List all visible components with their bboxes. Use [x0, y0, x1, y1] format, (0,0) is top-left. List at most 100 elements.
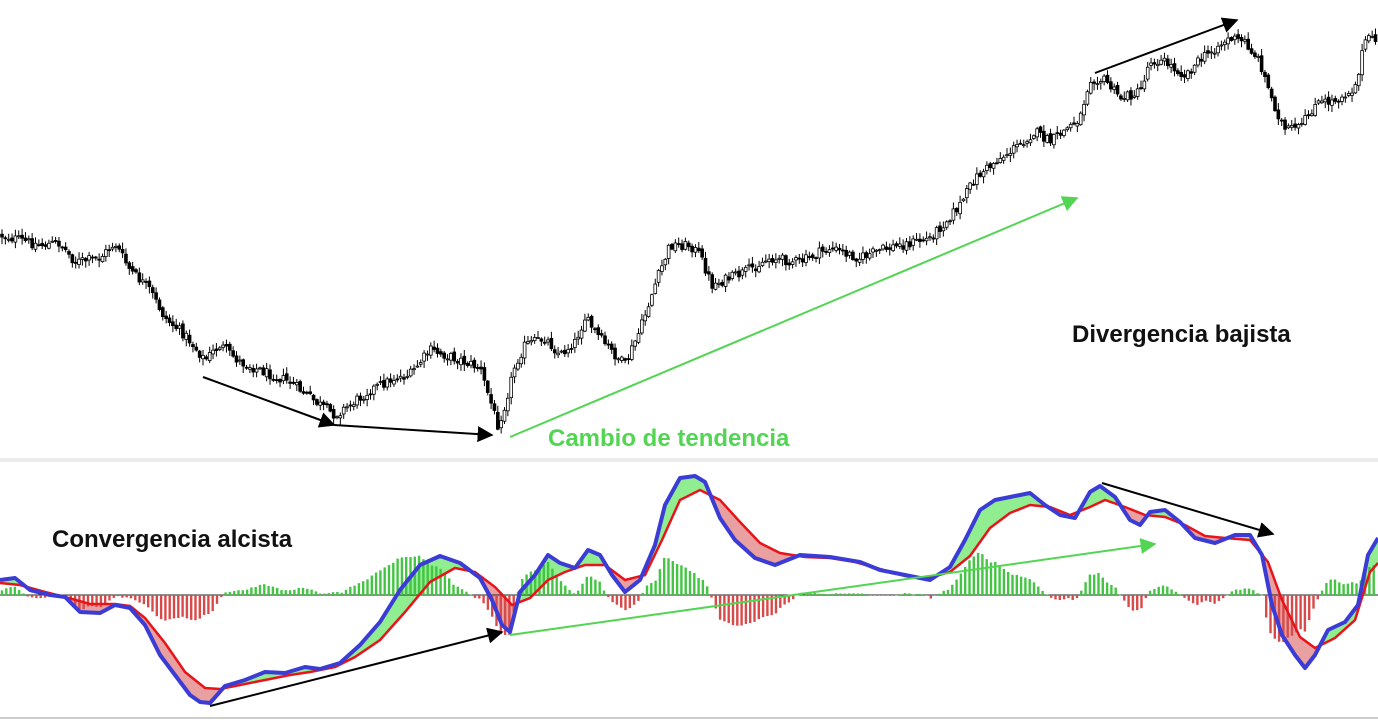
histogram-bar-negative [890, 595, 894, 596]
candle-body [288, 381, 292, 384]
histogram-bar-positive [1363, 569, 1367, 595]
histogram-bar-negative [1062, 595, 1066, 600]
candle-body [147, 280, 152, 288]
candle-body [254, 368, 259, 373]
bullish-fill [937, 493, 1048, 576]
candle-body [177, 325, 182, 329]
candle-body [841, 249, 845, 252]
candle-body [800, 258, 805, 263]
histogram-bar-positive [1320, 590, 1324, 595]
histogram-bar-positive [439, 568, 442, 595]
histogram-bar-positive [1351, 582, 1354, 595]
histogram-bar-negative [142, 595, 146, 605]
candle-body [646, 306, 651, 318]
histogram-bar-negative [91, 595, 94, 607]
candle-body [264, 368, 269, 378]
candle-body [428, 345, 433, 356]
candle-body [626, 358, 631, 360]
histogram-bar-negative [164, 595, 167, 621]
histogram-bar-positive [589, 576, 593, 595]
candle-body [780, 254, 785, 260]
candle-body [442, 352, 446, 359]
histogram-bar-negative [1209, 595, 1212, 602]
histogram-bar-negative [35, 595, 38, 599]
candle-body [1115, 84, 1120, 95]
candle-body [495, 411, 500, 430]
candle-body [700, 248, 704, 258]
histogram-bar-negative [1054, 595, 1057, 600]
histogram-bar-negative [869, 595, 872, 596]
candle-body [1233, 35, 1237, 41]
candle-body [207, 352, 212, 361]
histogram-bar-positive [1243, 588, 1246, 595]
candle-body [73, 261, 78, 264]
candle-body [908, 241, 912, 248]
candle-body [770, 258, 775, 263]
histogram-bar-negative [1067, 595, 1070, 599]
histogram-bar-positive [1114, 587, 1117, 595]
histogram-bar-negative [482, 595, 485, 604]
trend-change-label: Cambio de tendencia [548, 425, 790, 452]
candle-body [181, 323, 185, 339]
candle-body [965, 188, 969, 199]
candle-body [40, 243, 44, 247]
histogram-bar-positive [310, 589, 313, 595]
histogram-bar-positive [460, 589, 464, 595]
histogram-bar-positive [250, 587, 253, 595]
candle-body [328, 404, 333, 412]
candle-body [67, 251, 71, 255]
candle-body [184, 332, 189, 340]
candle-body [834, 246, 838, 251]
histogram-bar-negative [185, 595, 189, 619]
bullish-fill [1148, 510, 1182, 525]
candle-body [713, 282, 718, 290]
candle-body [911, 238, 915, 246]
candle-body [914, 238, 919, 241]
candle-body [53, 240, 58, 242]
candle-body [894, 243, 899, 247]
candle-body [30, 238, 34, 249]
candle-body [971, 183, 976, 186]
histogram-bar-negative [26, 595, 29, 597]
histogram-bar-positive [899, 594, 902, 595]
candle-body [1048, 133, 1053, 144]
candle-body [810, 254, 815, 259]
candle-body [43, 244, 48, 247]
histogram-bar-positive [297, 587, 300, 595]
candle-body [794, 257, 798, 261]
histogram-bar-negative [1265, 595, 1268, 618]
histogram-bar-positive [1372, 565, 1375, 595]
macd-line [0, 474, 1378, 705]
histogram-bar-negative [1183, 595, 1186, 598]
candle-body [1222, 41, 1227, 46]
candle-body [435, 347, 440, 354]
macd-trend-arrow [509, 538, 1157, 636]
candle-body [1246, 38, 1251, 50]
candle-body [881, 244, 885, 250]
candle-body [710, 274, 714, 289]
candle-body [97, 258, 101, 261]
histogram-bar-positive [362, 581, 365, 595]
candle-body [1276, 109, 1281, 120]
histogram-bar-negative [873, 595, 877, 596]
candle-body [790, 261, 795, 265]
candle-body [375, 383, 379, 386]
candle-body [566, 349, 570, 354]
candle-body [1015, 144, 1019, 148]
candle-body [1296, 124, 1301, 129]
macd-panel [0, 474, 1378, 705]
candle-body [693, 247, 698, 253]
histogram-bar-negative [753, 595, 756, 622]
candle-body [157, 299, 162, 310]
candle-body [140, 279, 145, 283]
candle-body [1226, 37, 1230, 45]
candle-body [392, 380, 396, 385]
candle-body [412, 368, 416, 371]
histogram-bar-negative [220, 595, 223, 597]
candle-body [666, 244, 671, 259]
candle-body [1166, 58, 1170, 66]
histogram-bar-negative [628, 595, 631, 609]
histogram-bar-positive [1118, 594, 1122, 596]
candle-body [546, 339, 550, 343]
